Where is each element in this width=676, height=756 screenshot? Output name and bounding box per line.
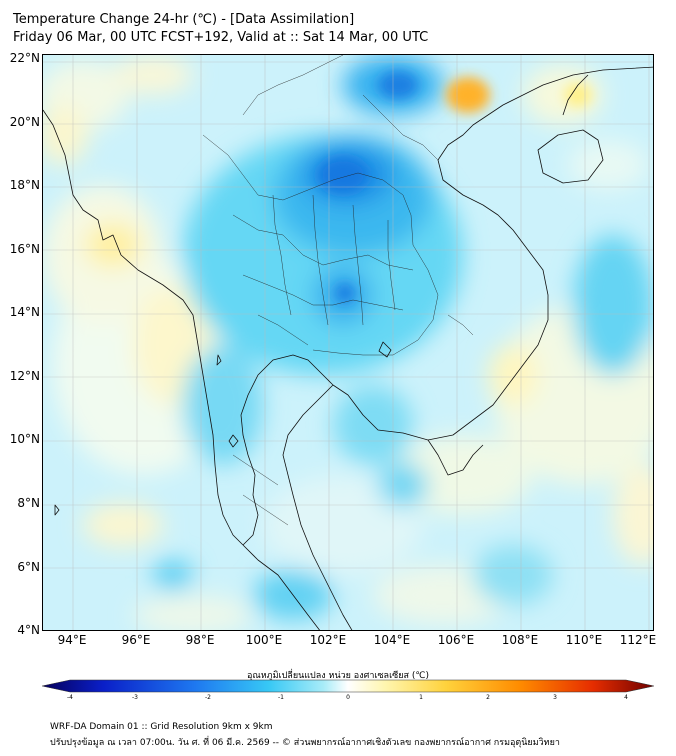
warm-anomaly-hainan <box>564 83 592 107</box>
lat-label-4: 4°N <box>17 623 40 637</box>
colorbar-tick: -4 <box>67 694 73 701</box>
warm-anomaly-gulf-of-tonkin <box>446 77 490 113</box>
lon-label-100: 100°E <box>245 633 283 647</box>
temperature-change-map[interactable] <box>42 54 654 631</box>
lon-label-94: 94°E <box>57 633 87 647</box>
footer-credit: ปรับปรุงข้อมูล ณ เวลา 07:00น. วัน ศ. ที่… <box>50 738 560 748</box>
lon-label-108: 108°E <box>501 633 539 647</box>
chart-subtitle: Friday 06 Mar, 00 UTC FCST+192, Valid at… <box>13 30 429 45</box>
colorbar-tick: 4 <box>624 694 628 701</box>
colorbar-label: อุณหภูมิเปลี่ยนแปลง หน่วย องศาเซลเซียส (… <box>246 671 430 681</box>
lat-label-14: 14°N <box>9 305 40 319</box>
chart-title: Temperature Change 24-hr (℃) - [Data Ass… <box>13 12 355 27</box>
map-canvas <box>43 55 653 630</box>
colorbar-tick: 2 <box>486 694 490 701</box>
lat-label-20: 20°N <box>9 115 40 129</box>
lon-label-102: 102°E <box>309 633 347 647</box>
lat-label-8: 8°N <box>17 496 40 510</box>
coastlines <box>43 66 653 630</box>
lat-label-10: 10°N <box>9 432 40 446</box>
lon-label-96: 96°E <box>121 633 151 647</box>
lat-label-22: 22°N <box>9 51 40 65</box>
graticule <box>43 55 653 630</box>
cold-anomaly-north <box>378 71 418 99</box>
lon-label-104: 104°E <box>373 633 411 647</box>
lon-label-110: 110°E <box>565 633 603 647</box>
colorbar-tick: 1 <box>419 694 423 701</box>
lat-label-6: 6°N <box>17 560 40 574</box>
colorbar-tick: -1 <box>278 694 284 701</box>
footer-model-info: WRF-DA Domain 01 :: Grid Resolution 9km … <box>50 722 273 732</box>
colorbar <box>42 679 654 693</box>
lat-label-18: 18°N <box>9 178 40 192</box>
lon-label-106: 106°E <box>437 633 475 647</box>
cold-anomaly-thailand <box>335 283 355 303</box>
lon-label-98: 98°E <box>185 633 215 647</box>
lon-label-112: 112°E <box>619 633 657 647</box>
lat-label-12: 12°N <box>9 369 40 383</box>
lat-label-16: 16°N <box>9 242 40 256</box>
province-borders <box>202 55 474 526</box>
colorbar-tick: 0 <box>346 694 350 701</box>
colorbar-tick: 3 <box>553 694 557 701</box>
colorbar-tick: -3 <box>132 694 138 701</box>
colorbar-tick: -2 <box>205 694 211 701</box>
cold-anomaly-laos <box>318 157 368 193</box>
